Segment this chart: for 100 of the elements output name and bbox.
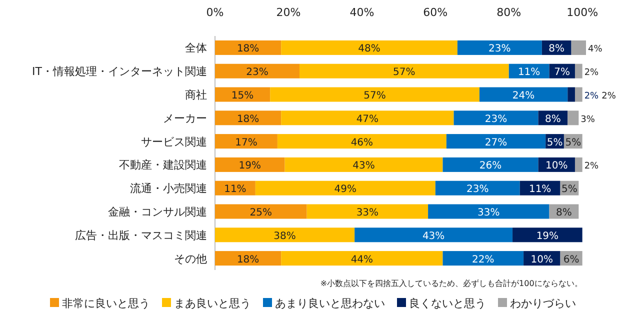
y-tick-label: 商社 <box>185 88 207 102</box>
x-tick-label: 60% <box>423 6 448 19</box>
legend-label: わかりづらい <box>510 297 576 310</box>
data-label: 46% <box>350 137 374 148</box>
bar <box>457 40 542 55</box>
x-tick-label: 100% <box>566 6 598 19</box>
data-label: 2% <box>584 68 600 78</box>
data-label: 18% <box>236 254 260 266</box>
bar <box>428 204 550 219</box>
y-tick-label: 広告・出版・マスコミ関連 <box>75 228 207 242</box>
data-label: 5% <box>546 137 563 148</box>
bar <box>215 228 355 242</box>
bar <box>454 110 538 126</box>
data-label: 49% <box>334 184 357 196</box>
data-label: 23% <box>484 114 508 125</box>
y-tick-label: サービス関連 <box>141 135 207 148</box>
data-label: 10% <box>530 254 554 266</box>
bar <box>306 204 428 219</box>
legend-label: あまり良いと思わない <box>275 297 385 310</box>
x-tick-label: 0% <box>206 6 224 19</box>
data-label: 4% <box>588 44 603 55</box>
bar <box>284 157 443 172</box>
bar <box>215 251 282 266</box>
data-label: 6% <box>563 254 580 266</box>
bar <box>512 228 582 242</box>
data-label: 44% <box>350 254 374 266</box>
data-label: 8% <box>548 44 565 55</box>
bar <box>281 251 443 266</box>
bar <box>215 157 285 172</box>
y-tick-label: メーカー <box>163 112 207 125</box>
data-label: 25% <box>250 208 272 218</box>
bar <box>442 157 538 172</box>
data-label: 26% <box>479 160 502 172</box>
data-label: 43% <box>352 160 375 172</box>
bar <box>255 180 436 196</box>
bar <box>215 110 282 126</box>
bar <box>299 64 509 78</box>
data-label: 33% <box>356 208 379 218</box>
bar <box>574 157 582 172</box>
data-label: 11% <box>224 184 246 196</box>
bar <box>574 64 582 78</box>
y-tick-label: 全体 <box>185 42 207 55</box>
data-label: 24% <box>512 90 535 102</box>
bar <box>277 134 446 149</box>
bar <box>281 110 454 126</box>
bar <box>215 87 270 102</box>
x-tick-label: 80% <box>496 6 522 19</box>
x-tick-label: 40% <box>350 6 374 19</box>
data-label: 22% <box>472 254 494 266</box>
bar <box>215 134 278 149</box>
bar <box>270 87 480 102</box>
y-tick-label: 不動産・建設関連 <box>119 158 207 172</box>
data-label: 11% <box>528 184 552 196</box>
y-tick-label: 流通・小売関連 <box>130 182 207 196</box>
data-label: 8% <box>545 114 561 125</box>
bar <box>215 204 307 219</box>
legend-label: 非常に良いと思う <box>62 297 150 310</box>
bar <box>215 64 300 78</box>
data-label: 57% <box>393 67 416 78</box>
data-label: 11% <box>518 67 540 78</box>
data-label: 48% <box>358 44 380 55</box>
bar <box>281 40 458 55</box>
bar <box>446 134 546 149</box>
legend-label: まあ良いと思う <box>174 297 251 310</box>
bar <box>571 40 586 55</box>
data-label: 2% <box>602 92 616 102</box>
bar <box>574 87 582 102</box>
data-label: 23% <box>466 184 489 196</box>
data-label: 5% <box>562 184 578 196</box>
data-label: 15% <box>231 90 254 102</box>
bar <box>354 228 513 242</box>
y-tick-label: 金融・コンサル関連 <box>108 206 207 218</box>
y-tick-label: その他 <box>174 252 207 266</box>
data-label: 23% <box>246 67 268 78</box>
bar <box>568 87 575 102</box>
data-label: 33% <box>478 208 500 218</box>
data-label: 19% <box>238 160 262 172</box>
data-label: 2% <box>584 92 600 102</box>
data-label: 23% <box>488 44 511 55</box>
data-label: 27% <box>484 137 508 148</box>
data-label: 10% <box>545 160 568 172</box>
data-label: 17% <box>235 137 258 148</box>
data-label: 2% <box>584 162 600 172</box>
data-label: 47% <box>356 114 379 125</box>
data-label: 7% <box>554 67 570 78</box>
data-label: 8% <box>556 208 572 218</box>
bar <box>568 110 579 126</box>
data-label: 57% <box>364 90 386 102</box>
data-label: 38% <box>274 230 296 242</box>
legend-label: 良くないと思う <box>409 297 486 310</box>
data-label: 43% <box>422 230 445 242</box>
bar <box>479 87 568 102</box>
bar <box>435 180 520 196</box>
data-label: 3% <box>580 114 596 125</box>
data-label: 18% <box>236 44 260 55</box>
x-tick-label: 20% <box>276 6 301 19</box>
y-tick-label: IT・情報処理・インターネット関連 <box>32 65 207 78</box>
bar <box>215 40 282 55</box>
data-label: 18% <box>236 114 260 125</box>
data-label: 19% <box>536 230 559 242</box>
